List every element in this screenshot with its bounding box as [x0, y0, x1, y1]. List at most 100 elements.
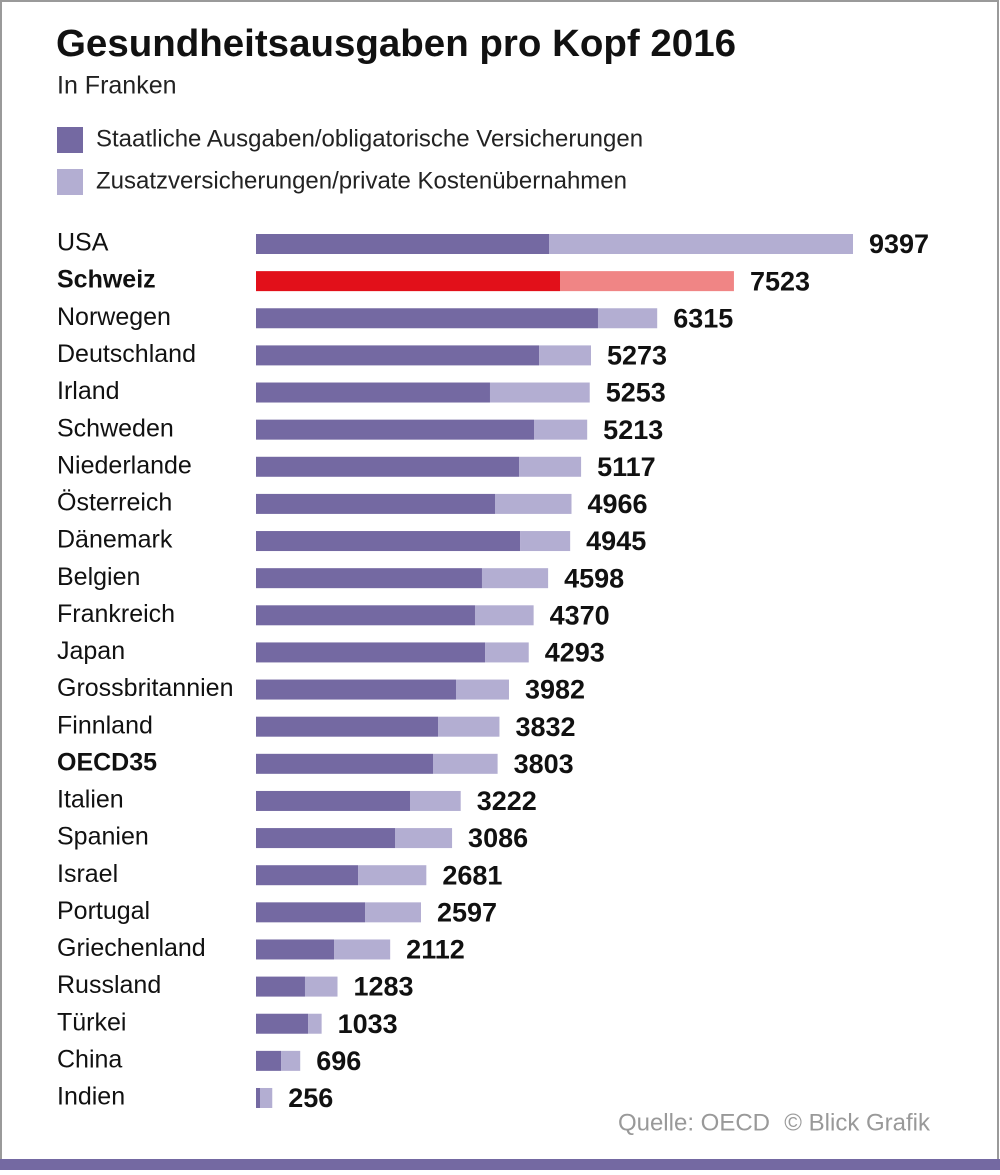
chart-subtitle: In Franken	[57, 72, 177, 100]
bar-segment	[481, 568, 549, 589]
value-label: 5273	[607, 341, 667, 371]
bar-segment	[549, 234, 853, 254]
bar-segment	[485, 642, 529, 663]
bar-segment	[489, 382, 590, 403]
value-label: 5253	[606, 378, 666, 408]
category-label: Griechenland	[57, 934, 206, 962]
category-label: Indien	[57, 1083, 125, 1111]
category-label: Norwegen	[57, 303, 171, 331]
value-label: 2597	[437, 897, 497, 927]
value-label: 3222	[477, 786, 537, 816]
bar-segment	[260, 1087, 273, 1108]
value-label: 3982	[525, 675, 585, 705]
category-label: Japan	[57, 637, 125, 665]
category-label: China	[57, 1045, 122, 1073]
bar-segment	[495, 493, 572, 514]
bar-segment	[304, 976, 338, 997]
source: Quelle: OECD	[618, 1109, 770, 1136]
bar-segment	[256, 679, 456, 700]
bar-segment	[256, 976, 305, 997]
category-label: Schweiz	[57, 266, 156, 294]
bar-segment	[256, 1013, 309, 1034]
value-label: 4370	[550, 600, 610, 630]
bar-segment	[256, 902, 366, 923]
bar-segment	[438, 716, 500, 737]
category-label: Portugal	[57, 897, 150, 925]
bar-segment	[256, 1087, 261, 1108]
bar-segment	[395, 828, 453, 849]
category-label: Israel	[57, 860, 118, 888]
bar-segment	[256, 716, 439, 737]
bar-segment	[256, 531, 521, 552]
value-label: 3086	[468, 823, 528, 853]
bar-segment	[256, 790, 410, 811]
category-label: Spanien	[57, 823, 149, 851]
bar-segment	[256, 271, 560, 292]
value-label: 2681	[442, 860, 502, 890]
category-label: Dänemark	[57, 526, 173, 554]
bar-segment	[256, 493, 496, 514]
legend-swatch	[57, 169, 83, 195]
value-label: 2112	[406, 935, 465, 965]
category-label: Türkei	[57, 1008, 126, 1036]
value-label: 4598	[564, 563, 624, 593]
bar-segment	[534, 419, 588, 440]
category-label: Italien	[57, 786, 124, 814]
bar-segment	[256, 568, 482, 589]
bar-segment	[409, 790, 461, 811]
bar-segment	[455, 679, 509, 700]
bar-segment	[256, 1050, 282, 1071]
category-label: Schweden	[57, 414, 174, 442]
bar-segment	[256, 828, 396, 849]
bar-segment	[539, 345, 591, 366]
bar-segment	[256, 419, 535, 440]
bar-segment	[256, 308, 598, 329]
value-label: 696	[316, 1046, 361, 1076]
category-label: OECD35	[57, 748, 157, 776]
credit: © Blick Grafik	[784, 1109, 931, 1136]
bar-segment	[281, 1050, 301, 1071]
bar-segment	[520, 531, 571, 552]
bar-segment	[256, 939, 335, 960]
bar-segment	[256, 865, 359, 886]
bar-segment	[365, 902, 421, 923]
bar-segment	[256, 382, 490, 403]
value-label: 3803	[514, 749, 574, 779]
category-label: USA	[57, 229, 109, 257]
value-label: 5213	[603, 415, 663, 445]
category-label: Frankreich	[57, 600, 175, 628]
bar-segment	[519, 456, 582, 477]
value-label: 4945	[586, 526, 646, 556]
bar-segment	[474, 605, 534, 626]
value-label: 9397	[869, 229, 929, 259]
bar-segment	[256, 753, 433, 774]
value-label: 4966	[587, 489, 647, 519]
legend-label: Zusatzversicherungen/private Kostenübern…	[96, 167, 627, 194]
bar-segment	[256, 642, 486, 663]
category-label: Russland	[57, 971, 161, 999]
bar-segment	[308, 1013, 322, 1034]
legend-swatch	[57, 127, 83, 153]
bar-segment	[256, 234, 550, 254]
category-label: Niederlande	[57, 451, 192, 479]
bar-segment	[256, 605, 475, 626]
value-label: 7523	[750, 266, 810, 296]
bottom-bar	[0, 1159, 1000, 1170]
bar-segment	[597, 308, 658, 329]
value-label: 3832	[515, 712, 575, 742]
value-label: 1033	[338, 1009, 398, 1039]
bar-segment	[256, 456, 520, 477]
category-label: Grossbritannien	[57, 674, 233, 702]
value-label: 6315	[673, 303, 733, 333]
bar-segment	[256, 345, 540, 366]
category-label: Irland	[57, 377, 120, 405]
value-label: 256	[288, 1083, 333, 1113]
chart-title: Gesundheitsausgaben pro Kopf 2016	[56, 23, 736, 65]
legend-label: Staatliche Ausgaben/obligatorische Versi…	[96, 125, 643, 152]
category-label: Österreich	[57, 489, 172, 517]
value-label: 5117	[597, 452, 656, 482]
category-label: Finnland	[57, 711, 153, 739]
bar-segment	[432, 753, 498, 774]
category-label: Belgien	[57, 563, 140, 591]
